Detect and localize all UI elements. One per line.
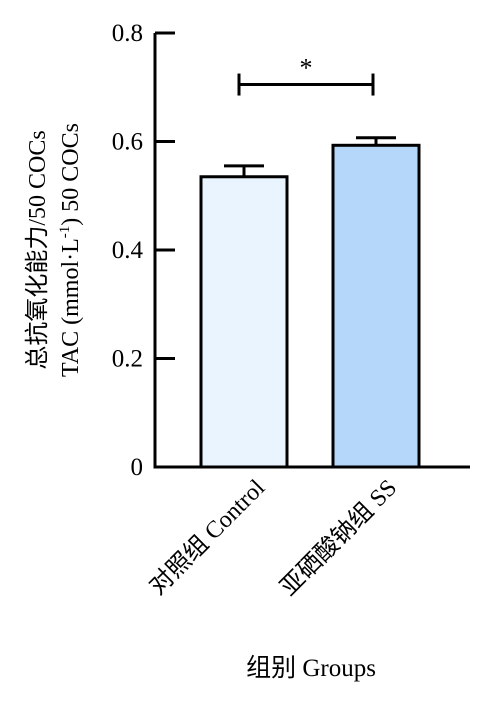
y-axis-label-line2-suffix: ) 50 COCs: [58, 123, 84, 226]
y-axis-label-line2-superscript: -1: [57, 226, 73, 239]
significance-bracket: *: [237, 54, 375, 96]
error-bars: [224, 136, 396, 177]
y-tick-label: 0.8: [112, 20, 143, 47]
y-tick-label: 0.6: [112, 129, 143, 156]
x-axis-label: 组别 Groups: [246, 654, 376, 682]
x-tick-label: 对照组 Control: [144, 474, 270, 600]
y-axis-label-line1: 总抗氧化能力/50 COCs: [24, 130, 51, 369]
bar: [199, 175, 289, 469]
bar: [331, 143, 421, 469]
y-tick-label: 0.4: [112, 237, 144, 264]
y-tick-label: 0: [131, 454, 144, 481]
y-axis-label-line2-prefix: TAC (mmol·L: [58, 238, 84, 377]
bars: [199, 143, 421, 469]
y-axis-label-line2: TAC (mmol·L-1) 50 COCs: [57, 123, 84, 377]
y-tick-label: 0.2: [112, 346, 143, 373]
significance-label: *: [300, 54, 313, 83]
x-tick-label: 亚硒酸钠组 SS: [275, 474, 402, 601]
